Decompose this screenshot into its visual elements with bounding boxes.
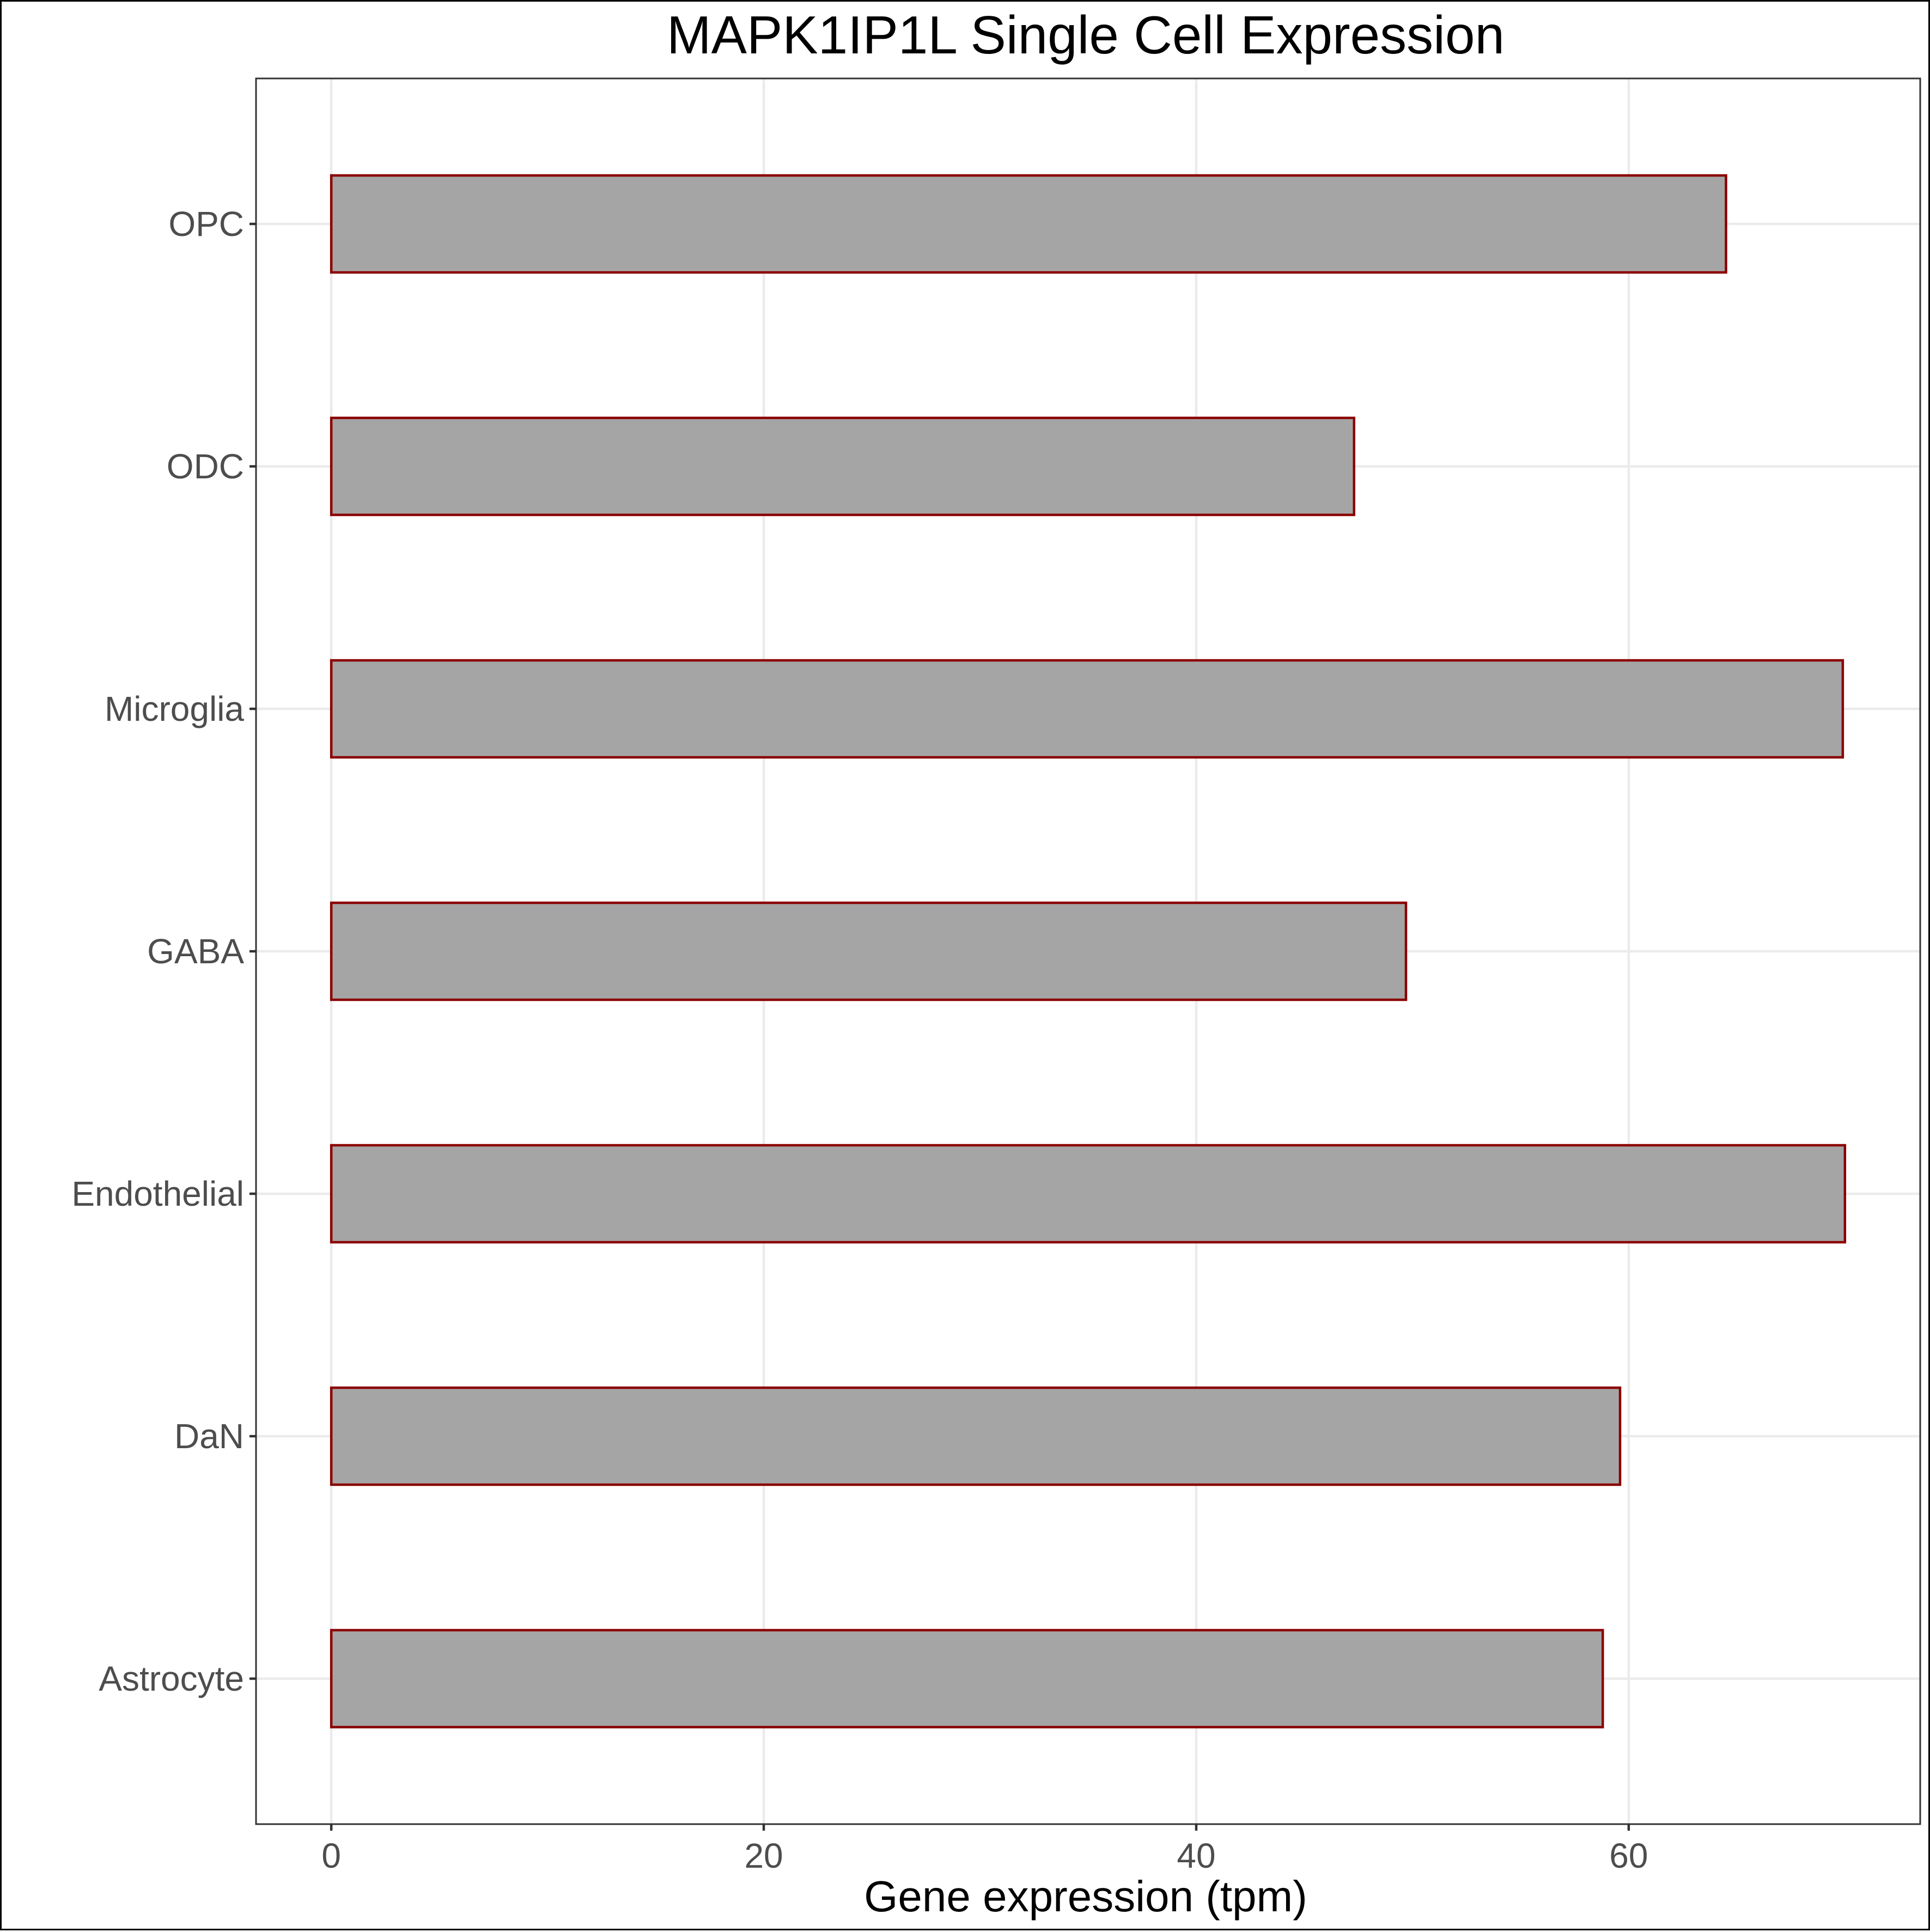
bar-opc bbox=[330, 174, 1727, 274]
y-tick-label: DaN bbox=[174, 1417, 244, 1456]
bars bbox=[330, 174, 1847, 1729]
bar-dan bbox=[330, 1386, 1622, 1486]
x-axis-title: Gene expression (tpm) bbox=[864, 1872, 1307, 1921]
bar-microglia bbox=[330, 659, 1844, 759]
x-tick-label: 0 bbox=[321, 1836, 341, 1875]
y-tick-label: OPC bbox=[168, 204, 244, 244]
y-tick-label: Endothelial bbox=[71, 1174, 244, 1213]
chart-title: MAPK1IP1L Single Cell Expression bbox=[667, 5, 1505, 65]
bar-gaba bbox=[330, 901, 1408, 1001]
y-axis: Astrocyte DaN Endothelial GABA Microglia ODC O… bbox=[71, 204, 256, 1698]
x-tick-label: 60 bbox=[1609, 1836, 1648, 1875]
bar-endothelial bbox=[330, 1144, 1847, 1244]
bar-odc bbox=[330, 416, 1356, 517]
y-tick-label: GABA bbox=[147, 932, 244, 971]
y-tick-label: Astrocyte bbox=[99, 1659, 244, 1698]
y-tick-label: Microglia bbox=[105, 689, 244, 728]
bar-astrocyte bbox=[330, 1629, 1604, 1729]
x-tick-label: 40 bbox=[1177, 1836, 1215, 1875]
y-tick-label: ODC bbox=[167, 447, 244, 486]
x-axis: 0 20 40 60 bbox=[321, 1824, 1648, 1875]
x-tick-label: 20 bbox=[744, 1836, 783, 1875]
